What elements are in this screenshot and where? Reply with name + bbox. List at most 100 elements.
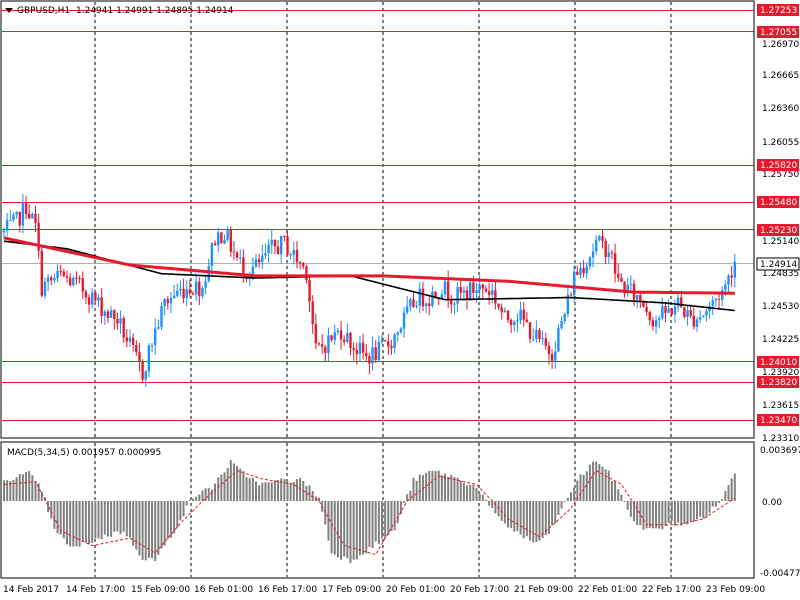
macd-bar — [185, 501, 188, 506]
candle-body — [217, 232, 220, 245]
macd-bar — [31, 475, 34, 501]
time-tick: 15 Feb 09:00 — [131, 585, 190, 595]
macd-bar — [160, 501, 163, 549]
candle-body — [213, 243, 217, 245]
candle-body — [24, 202, 28, 214]
macd-bar — [636, 501, 639, 525]
candle-body — [579, 268, 582, 276]
macd-bar — [258, 485, 261, 501]
macd-bar — [466, 485, 469, 501]
macd-bar — [648, 501, 651, 528]
candle-body — [31, 213, 34, 219]
macd-bar — [270, 482, 273, 501]
macd-bar — [204, 488, 207, 501]
macd-tick: -0.004773 — [760, 569, 800, 579]
macd-bar — [683, 501, 686, 524]
macd-bar — [541, 501, 544, 538]
candle-body — [119, 318, 122, 324]
macd-bar — [25, 472, 28, 501]
candle-body — [75, 277, 78, 279]
symbol-label: GBPUSD,H1 — [17, 6, 70, 16]
candle-body — [528, 322, 532, 339]
candle-body — [601, 236, 604, 241]
macd-bar — [166, 501, 169, 539]
candle-body — [421, 288, 425, 307]
candle-body — [620, 277, 623, 282]
candle-body — [84, 291, 88, 298]
macd-bar — [658, 501, 661, 529]
macd-tick: 0.003697 — [760, 446, 800, 456]
macd-bar — [721, 499, 724, 501]
candle-body — [327, 335, 330, 353]
candle-body — [163, 299, 166, 307]
candle-body — [465, 290, 469, 299]
level-label: 1.27253 — [760, 6, 797, 16]
candle-body — [595, 240, 598, 252]
level-label: 1.25480 — [760, 198, 797, 208]
price-tick: 1.25140 — [762, 237, 799, 247]
macd-bar — [223, 472, 226, 501]
candle-body — [377, 342, 381, 360]
macd-bar — [336, 501, 339, 558]
macd-bar — [53, 501, 56, 529]
candle-body — [333, 332, 336, 340]
candle-body — [676, 297, 680, 307]
macd-bar — [37, 483, 40, 501]
candle-body — [131, 337, 135, 345]
level-labels: 1.27253 1.27055 1.25820 1.25480 1.25230 … — [757, 4, 799, 426]
macd-bar — [544, 501, 547, 536]
macd-bar — [595, 461, 598, 501]
candle-body — [396, 332, 399, 335]
price-tick: 1.26055 — [762, 138, 799, 148]
macd-bar — [503, 501, 506, 524]
candle-body — [576, 271, 579, 276]
candle-body — [472, 282, 475, 293]
macd-bar — [264, 482, 267, 501]
macd-bar — [604, 469, 607, 501]
candle-body — [424, 303, 428, 307]
candle-body — [242, 257, 245, 275]
macd-bar — [617, 489, 620, 501]
candle-body — [730, 275, 733, 278]
candle-body — [572, 271, 576, 296]
macd-bar — [147, 501, 150, 558]
candle-body — [365, 352, 368, 357]
candle-body — [705, 311, 708, 316]
candle-body — [257, 259, 261, 263]
macd-bar — [62, 501, 65, 539]
macd-bar — [425, 472, 428, 501]
candle-body — [695, 319, 699, 327]
candle-body — [453, 303, 456, 305]
candle-body — [522, 309, 525, 320]
macd-bar — [236, 465, 239, 501]
macd-bar — [295, 479, 298, 501]
candle-body — [311, 301, 314, 325]
macd-bar — [664, 501, 667, 527]
candle-body — [201, 287, 204, 297]
macd-bar — [251, 477, 254, 501]
candle-body — [204, 281, 207, 288]
candle-body — [280, 235, 283, 255]
candle-body — [383, 340, 387, 342]
macd-bar — [440, 475, 443, 501]
candle-body — [267, 244, 270, 254]
macd-bar — [169, 501, 172, 538]
candle-body — [81, 278, 84, 292]
macd-bar — [714, 501, 717, 507]
candle-body — [456, 287, 459, 304]
candle-body — [191, 293, 195, 295]
macd-bar — [129, 501, 131, 538]
macd-bar — [579, 474, 582, 501]
macd-bar — [352, 501, 355, 560]
chevron-down-icon[interactable] — [5, 8, 13, 13]
time-tick: 20 Feb 17:00 — [450, 585, 509, 595]
candle-body — [94, 292, 97, 301]
macd-bar — [239, 468, 242, 501]
candle-body — [302, 262, 305, 267]
candle-body — [547, 345, 551, 355]
macd-title: MACD(5,34,5) 0.001957 0.000995 — [7, 448, 161, 458]
candle-body — [491, 290, 494, 296]
candle-body — [43, 281, 47, 296]
current-price-label: 1.24914 — [760, 260, 797, 270]
